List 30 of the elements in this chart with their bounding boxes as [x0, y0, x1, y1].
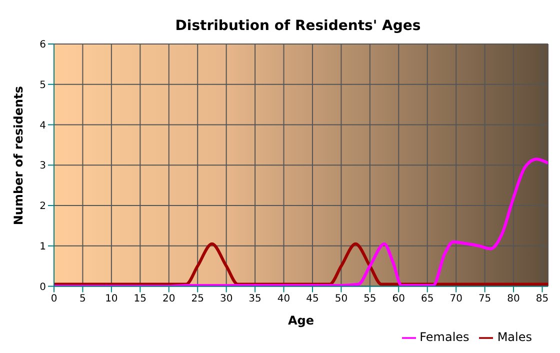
x-tick-label: 45 — [306, 293, 319, 304]
x-tick-label: 50 — [334, 293, 348, 304]
x-tick-label: 85 — [536, 293, 549, 304]
y-tick-label: 5 — [40, 80, 46, 91]
y-tick-label: 0 — [40, 282, 46, 293]
chart-title: Distribution of Residents' Ages — [175, 18, 421, 34]
x-tick-label: 80 — [507, 293, 520, 304]
x-tick-label: 70 — [450, 293, 462, 304]
x-tick-label: 0 — [50, 293, 58, 304]
x-tick-label: 60 — [392, 293, 406, 304]
x-tick-label: 65 — [421, 293, 434, 304]
x-tick-label: 15 — [134, 293, 147, 304]
x-axis-title: Age — [288, 313, 314, 328]
legend-label: Males — [497, 330, 532, 344]
y-tick-label: 3 — [40, 160, 46, 172]
x-tick-label: 35 — [248, 293, 262, 304]
y-tick-label: 6 — [40, 40, 46, 51]
x-tick-label: 75 — [478, 293, 492, 304]
x-tick-label: 10 — [105, 293, 118, 304]
y-tick-label: 2 — [40, 201, 46, 212]
y-tick-label: 1 — [40, 241, 46, 252]
y-axis-title: Number of residents — [11, 86, 26, 226]
x-tick-label: 40 — [277, 293, 290, 304]
legend-label: Females — [420, 330, 470, 344]
y-tick-label: 4 — [40, 120, 46, 132]
x-tick-label: 5 — [80, 293, 86, 304]
x-tick-label: 55 — [364, 293, 376, 304]
x-tick-label: 20 — [162, 293, 176, 304]
x-tick-label: 30 — [220, 293, 233, 304]
x-tick-label: 25 — [191, 293, 204, 304]
